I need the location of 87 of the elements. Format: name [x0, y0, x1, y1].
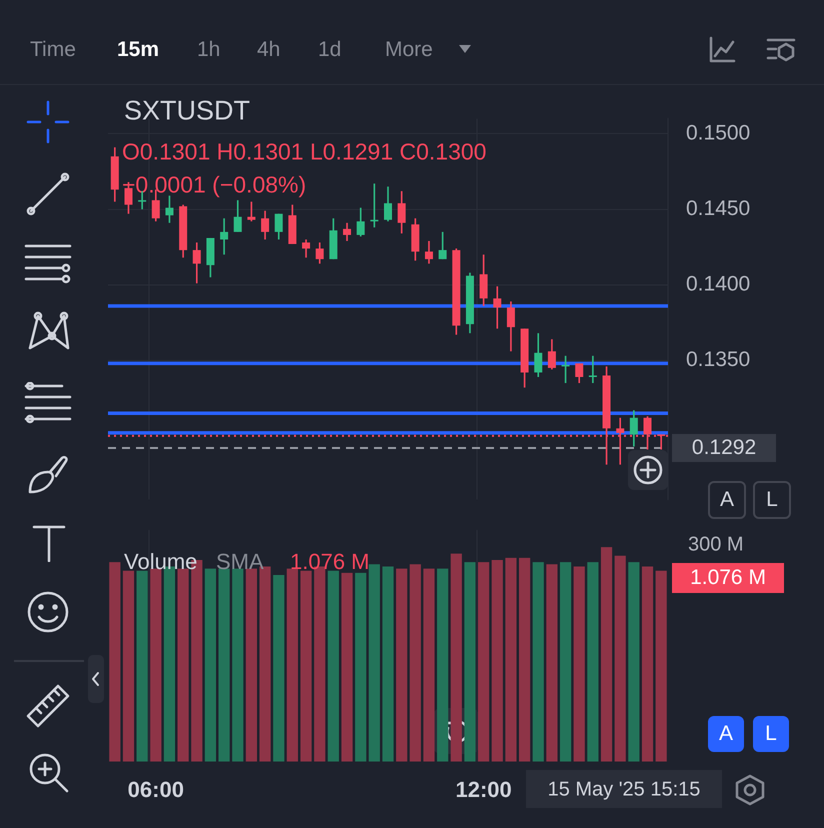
bar — [328, 570, 339, 762]
bar — [642, 566, 654, 762]
candlestick — [588, 355, 597, 384]
candlestick — [247, 200, 256, 222]
text: 1h — [197, 37, 220, 63]
bar — [178, 568, 189, 762]
bar — [492, 560, 503, 762]
candlestick — [548, 338, 556, 370]
bar — [355, 572, 366, 762]
bar — [204, 568, 216, 762]
ref-line-label: 0.1292 — [692, 436, 756, 459]
annotation: O0.1301 H0.1301 L0.1291 C0.1300 — [122, 138, 486, 164]
candlestick — [506, 300, 515, 352]
bar — [232, 568, 244, 762]
bar — [628, 562, 640, 762]
text: More — [385, 37, 433, 63]
candlestick — [575, 362, 584, 384]
text: 4h — [257, 37, 280, 63]
bar — [396, 568, 408, 762]
candlestick — [343, 222, 352, 242]
chart-title: SXTUSDT — [124, 95, 250, 126]
bar — [614, 556, 626, 762]
bar — [518, 558, 530, 762]
text: L — [753, 716, 789, 752]
bar — [478, 562, 490, 762]
candlestick — [534, 332, 542, 378]
candlestick — [493, 286, 502, 330]
bar — [382, 566, 394, 762]
candlestick — [398, 190, 406, 234]
bar — [368, 564, 380, 762]
bar — [532, 562, 544, 762]
text: 15m — [117, 37, 160, 63]
candlestick — [192, 242, 201, 284]
x-tick-label: 12:00 — [455, 776, 512, 802]
candlestick — [438, 231, 447, 260]
annotation: 1.076 M — [290, 549, 370, 574]
chart-title: Volume — [124, 549, 198, 574]
candlestick — [220, 218, 228, 256]
text: Time — [30, 37, 76, 63]
annotation: SMA — [216, 549, 264, 574]
y-tick-label: 0.1500 — [686, 122, 750, 145]
bar — [464, 562, 476, 762]
candlestick — [384, 186, 392, 222]
bar — [587, 562, 598, 762]
candlestick — [316, 242, 324, 264]
candlestick — [302, 238, 310, 258]
text: A — [708, 481, 746, 519]
bar — [150, 568, 162, 762]
bar — [286, 568, 298, 762]
annotation: −0.0001 (−0.08%) — [122, 171, 306, 198]
candlestick — [165, 194, 174, 224]
bar — [136, 570, 148, 762]
bar — [437, 568, 448, 762]
bar — [656, 570, 667, 762]
bar — [218, 568, 230, 762]
text: 1.076 M — [690, 566, 766, 589]
candlestick — [562, 355, 570, 384]
bar — [574, 566, 585, 762]
bar — [122, 570, 134, 762]
candlestick — [261, 210, 270, 240]
bar — [300, 570, 312, 762]
y-tick-label: 0.1350 — [686, 348, 750, 372]
text: 1d — [318, 37, 342, 63]
text: L — [753, 481, 791, 519]
text: 15 May '25 15:15 — [548, 778, 700, 801]
candlestick — [234, 199, 242, 233]
candlestick — [424, 240, 433, 264]
bar — [273, 575, 284, 762]
bar — [109, 562, 120, 762]
bar — [560, 562, 572, 762]
bar — [341, 572, 353, 762]
y-tick-label: 0.1400 — [686, 272, 750, 296]
bar — [423, 568, 435, 762]
bar — [410, 564, 421, 762]
bar — [450, 554, 462, 762]
candlestick — [630, 409, 638, 448]
candlestick — [370, 182, 378, 228]
y-tick-label: 0.1450 — [686, 197, 750, 220]
candlestick — [274, 213, 283, 240]
candlestick — [356, 206, 365, 238]
bar — [505, 558, 517, 762]
bar — [246, 568, 258, 762]
text: 300 M — [688, 534, 744, 556]
bar — [600, 547, 612, 762]
bar — [546, 564, 558, 762]
text: A — [708, 716, 744, 752]
x-tick-label: 06:00 — [128, 776, 184, 802]
